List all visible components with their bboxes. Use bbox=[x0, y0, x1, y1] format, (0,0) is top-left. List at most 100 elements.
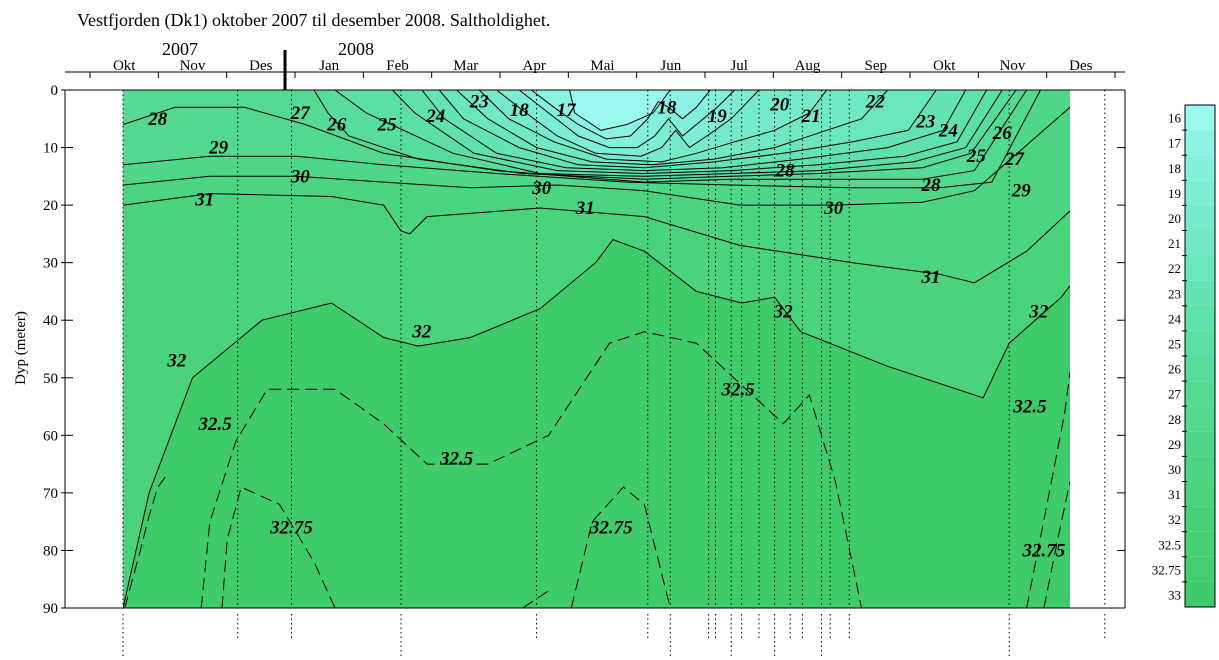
colorbar-label: 17 bbox=[1168, 136, 1182, 151]
colorbar: 16 17 18 19 20 21 22 23 24 25 26 27 28 29 30 31 32 32.5 32… bbox=[1152, 104, 1216, 608]
colorbar-label: 26 bbox=[1168, 362, 1182, 377]
colorbar-swatch bbox=[1185, 431, 1215, 457]
contour-label: 32 bbox=[773, 302, 794, 323]
month-label: Jan bbox=[319, 58, 339, 74]
contour-label: 28 bbox=[775, 161, 796, 182]
contour-28 bbox=[123, 90, 1028, 183]
contour-lines bbox=[123, 90, 1070, 608]
y-tick-label: 90 bbox=[43, 601, 58, 617]
colorbar-swatch bbox=[1185, 205, 1215, 231]
contour-label: 32.75 bbox=[1022, 540, 1066, 561]
contour-label: 18 bbox=[510, 100, 530, 121]
colorbar-label: 25 bbox=[1168, 336, 1181, 351]
month-label: Feb bbox=[386, 58, 409, 74]
y-axis-label: Dyp (meter) bbox=[13, 311, 29, 385]
contour-label: 32.5 bbox=[1012, 397, 1047, 418]
contour-label: 19 bbox=[708, 106, 728, 127]
contour-31 bbox=[123, 193, 1070, 284]
contour-label: 26 bbox=[992, 123, 1013, 144]
colorbar-label: 31 bbox=[1168, 487, 1181, 502]
colorbar-label: 19 bbox=[1168, 186, 1181, 201]
contour-32.75 bbox=[221, 486, 336, 608]
contour-17 bbox=[569, 90, 671, 131]
month-label: Mar bbox=[453, 58, 478, 74]
x-axis: Okt Nov Des Jan Feb Mar Apr Mai Jun Jul Aug Sep Okt N… bbox=[65, 39, 1125, 90]
colorbar-label: 33 bbox=[1168, 587, 1181, 602]
y-tick-label: 30 bbox=[43, 256, 58, 272]
year-label: 2008 bbox=[338, 39, 374, 59]
colorbar-swatch bbox=[1185, 330, 1215, 356]
colorbar-label: 21 bbox=[1168, 236, 1181, 251]
contour-label: 26 bbox=[326, 115, 347, 136]
colorbar-swatch bbox=[1185, 356, 1215, 382]
contour-20 bbox=[496, 90, 760, 157]
colorbar-swatch bbox=[1185, 531, 1215, 557]
contour-label: 24 bbox=[425, 106, 445, 127]
contour-label: 32 bbox=[1028, 302, 1049, 323]
contour-label: 17 bbox=[557, 100, 578, 121]
contour-label: 32.75 bbox=[589, 517, 633, 538]
contour-label: 31 bbox=[575, 198, 595, 219]
colorbar-swatch bbox=[1185, 381, 1215, 407]
contour-32.5 bbox=[1026, 371, 1070, 608]
colorbar-swatch bbox=[1185, 130, 1215, 156]
contour-label: 32 bbox=[411, 322, 432, 343]
contour-18 bbox=[530, 90, 711, 140]
month-label: Des bbox=[1069, 58, 1092, 74]
month-label: Okt bbox=[933, 58, 956, 74]
colorbar-label: 20 bbox=[1168, 211, 1181, 226]
y-tick-label: 80 bbox=[43, 543, 58, 559]
colorbar-swatch bbox=[1185, 230, 1215, 256]
contour-label: 21 bbox=[801, 106, 821, 127]
colorbar-label: 23 bbox=[1168, 286, 1181, 301]
month-label: Jul bbox=[730, 58, 748, 74]
colorbar-swatch bbox=[1185, 155, 1215, 181]
contour-label: 31 bbox=[921, 267, 941, 288]
colorbar-label: 18 bbox=[1168, 161, 1181, 176]
y-axis: 0 10 20 30 40 50 60 70 80 90 bbox=[43, 83, 1125, 617]
contour-label: 29 bbox=[1011, 181, 1032, 202]
y-tick-label: 0 bbox=[51, 83, 59, 99]
contour-26 bbox=[334, 90, 1003, 177]
contour-27 bbox=[313, 90, 1017, 180]
month-label: Apr bbox=[523, 58, 546, 74]
contour-21 bbox=[478, 90, 828, 163]
y-tick-label: 60 bbox=[43, 428, 58, 444]
contour-label: 18 bbox=[657, 97, 677, 118]
contour-25 bbox=[391, 90, 988, 175]
contour-32.75 bbox=[522, 590, 549, 608]
y-tick-label: 70 bbox=[43, 486, 58, 502]
month-label: Okt bbox=[113, 58, 136, 74]
month-label: Jun bbox=[660, 58, 681, 74]
colorbar-label: 24 bbox=[1168, 311, 1182, 326]
contour-19 bbox=[518, 90, 735, 149]
colorbar-label: 16 bbox=[1168, 111, 1182, 126]
colorbar-label: 22 bbox=[1168, 261, 1181, 276]
contour-label: 27 bbox=[1004, 149, 1026, 170]
colorbar-swatch bbox=[1185, 180, 1215, 206]
contour-label: 20 bbox=[769, 94, 790, 115]
contour-label: 32.5 bbox=[439, 448, 474, 469]
contour-label: 28 bbox=[147, 109, 168, 130]
colorbar-swatch bbox=[1185, 481, 1215, 507]
colorbar-label: 32 bbox=[1168, 512, 1181, 527]
colorbar-swatch bbox=[1185, 305, 1215, 331]
colorbar-label: 29 bbox=[1168, 437, 1181, 452]
colorbar-frame bbox=[1184, 104, 1216, 608]
month-label: Nov bbox=[180, 58, 206, 74]
contour-29 bbox=[123, 90, 1041, 189]
colorbar-swatch bbox=[1185, 581, 1215, 607]
colorbar-label: 30 bbox=[1168, 462, 1181, 477]
colorbar-swatch bbox=[1185, 406, 1215, 432]
y-tick-label: 20 bbox=[43, 198, 58, 214]
colorbar-label: 32.5 bbox=[1158, 537, 1181, 552]
contour-23 bbox=[438, 90, 937, 169]
contour-label: 30 bbox=[290, 166, 311, 187]
contour-label: 23 bbox=[915, 112, 935, 133]
contour-32.75 bbox=[124, 475, 167, 608]
fill-band-17 bbox=[569, 90, 671, 131]
contour-label: 30 bbox=[823, 198, 844, 219]
